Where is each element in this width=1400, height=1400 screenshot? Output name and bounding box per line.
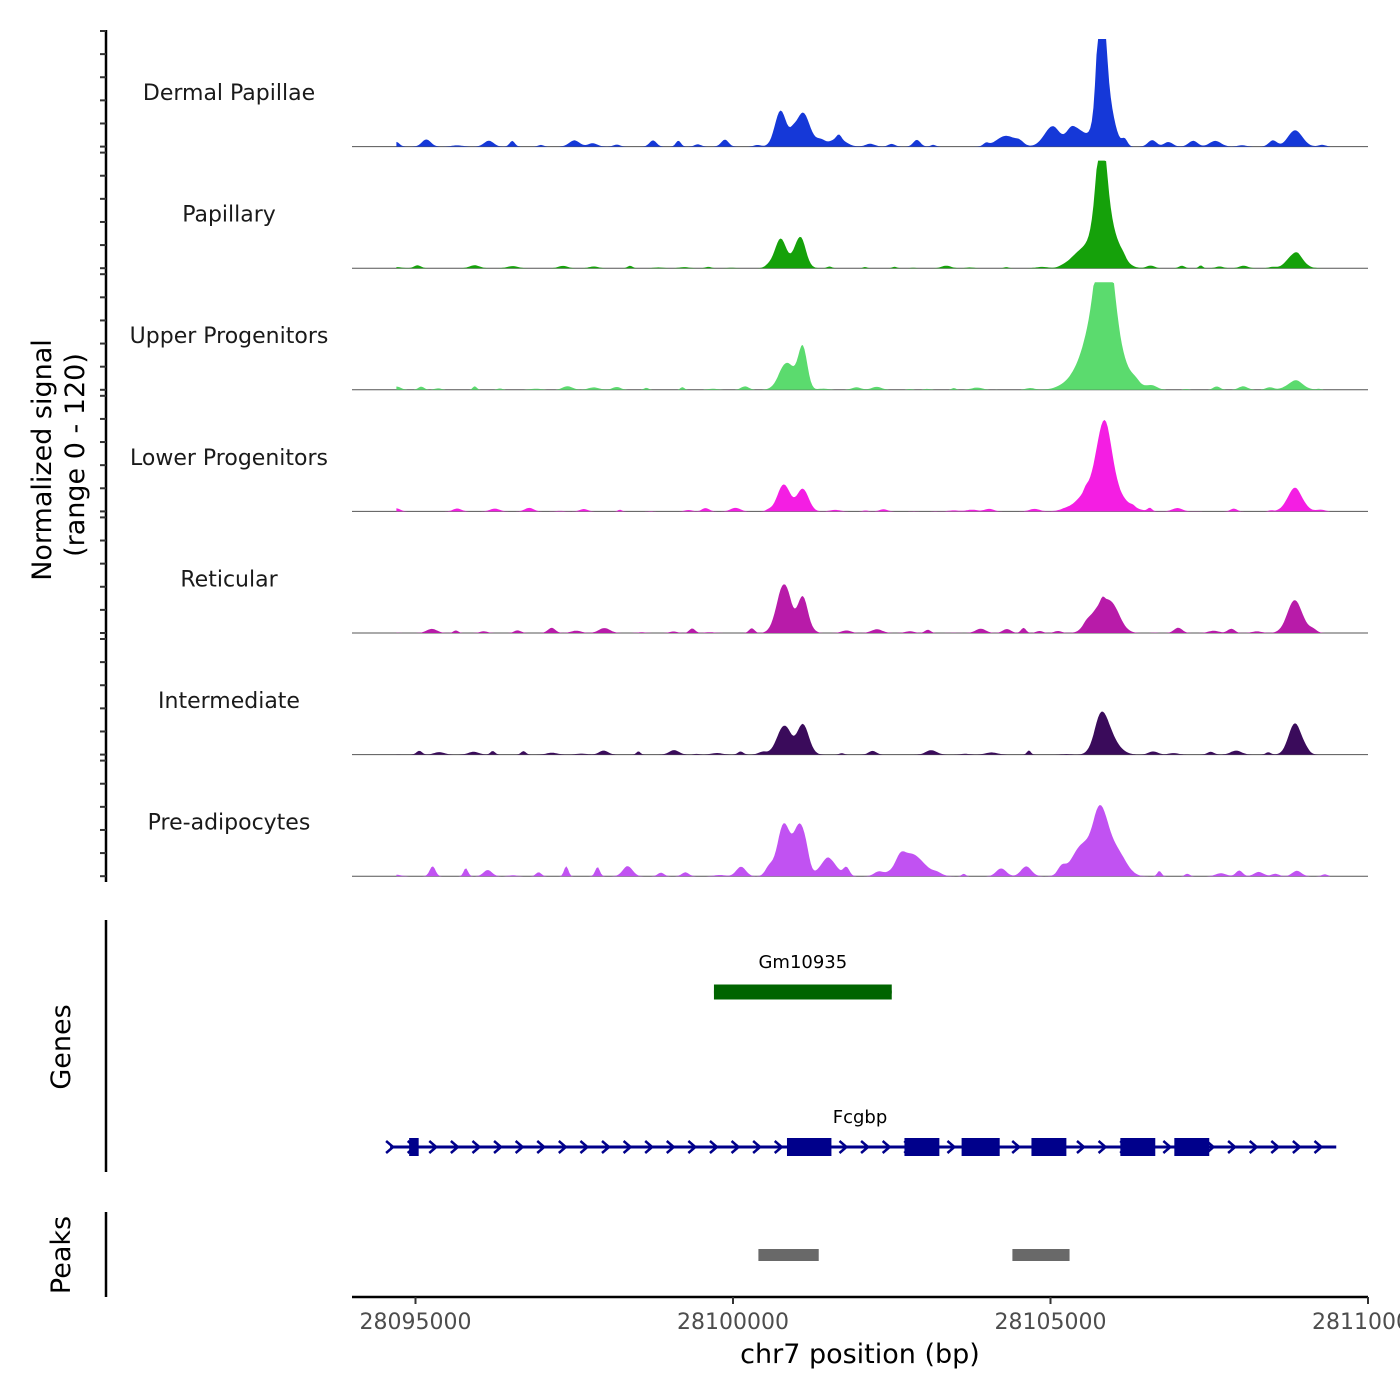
strand-arrow bbox=[1248, 1140, 1259, 1154]
strand-arrow bbox=[428, 1140, 439, 1154]
strand-arrow bbox=[687, 1140, 698, 1154]
strand-arrow bbox=[579, 1140, 590, 1154]
strand-arrow bbox=[1162, 1140, 1173, 1154]
strand-arrow bbox=[1227, 1140, 1238, 1154]
exon bbox=[1120, 1138, 1156, 1156]
strand-arrow bbox=[536, 1140, 547, 1154]
track-label: Papillary bbox=[182, 203, 276, 228]
x-tick-label: 28105000 bbox=[995, 1310, 1107, 1335]
strand-arrow bbox=[1011, 1140, 1022, 1154]
y-axis-title-line2: (range 0 - 120) bbox=[60, 353, 91, 557]
signal-area bbox=[396, 282, 1330, 390]
x-axis-ticks: 28095000 28100000 28105000 28110000 bbox=[360, 1297, 1400, 1335]
strand-arrow bbox=[881, 1140, 892, 1154]
signal-tracks: Dermal Papillae Papillary Upper Progenitor… bbox=[130, 39, 1368, 877]
strand-arrow bbox=[601, 1140, 611, 1154]
strand-arrow bbox=[558, 1140, 568, 1154]
strand-arrow bbox=[709, 1140, 719, 1154]
track-label: Dermal Papillae bbox=[143, 81, 315, 106]
exon bbox=[961, 1138, 1000, 1156]
strand-arrow bbox=[773, 1140, 784, 1154]
signal-area bbox=[396, 160, 1330, 269]
strand-arrow bbox=[1076, 1140, 1086, 1154]
x-tick-label: 28095000 bbox=[360, 1310, 472, 1335]
strand-arrow bbox=[644, 1140, 655, 1154]
peak-regions-track bbox=[758, 1249, 1070, 1261]
signal-area bbox=[396, 584, 1330, 633]
strand-arrow bbox=[450, 1140, 460, 1154]
exon bbox=[1031, 1138, 1067, 1156]
exon bbox=[409, 1138, 419, 1156]
strand-arrow bbox=[665, 1140, 676, 1154]
gene-label: Fcgbp bbox=[833, 1107, 888, 1128]
strand-arrow bbox=[514, 1140, 525, 1154]
exon bbox=[713, 984, 892, 1000]
gene-label: Gm10935 bbox=[758, 952, 847, 973]
strand-arrow bbox=[622, 1140, 633, 1154]
strand-arrow bbox=[1270, 1140, 1281, 1154]
exon bbox=[786, 1138, 832, 1156]
track-label: Intermediate bbox=[158, 689, 300, 714]
track-label: Upper Progenitors bbox=[130, 324, 329, 349]
peaks-axis-title: Peaks bbox=[46, 1216, 77, 1294]
peak-region bbox=[758, 1249, 819, 1261]
strand-arrow bbox=[1313, 1140, 1324, 1154]
strand-arrow bbox=[730, 1140, 741, 1154]
signal-area bbox=[396, 711, 1330, 755]
strand-arrow bbox=[946, 1140, 957, 1154]
strand-arrow bbox=[471, 1140, 482, 1154]
exon bbox=[904, 1138, 940, 1156]
x-tick-label: 28110000 bbox=[1312, 1310, 1400, 1335]
strand-arrow bbox=[1292, 1140, 1302, 1154]
signal-area bbox=[396, 419, 1330, 512]
signal-area bbox=[396, 39, 1330, 147]
strand-arrow bbox=[752, 1140, 763, 1154]
exon bbox=[1174, 1138, 1210, 1156]
strand-arrow bbox=[838, 1140, 849, 1154]
genes-axis-title: Genes bbox=[46, 1004, 77, 1089]
signal-y-axis-ticks bbox=[100, 30, 106, 878]
y-axis-title-line1: Normalized signal bbox=[27, 339, 58, 581]
track-label: Lower Progenitors bbox=[130, 446, 328, 471]
strand-arrow bbox=[385, 1140, 396, 1154]
track-label: Reticular bbox=[180, 567, 278, 592]
strand-arrow bbox=[860, 1140, 871, 1154]
track-label: Pre-adipocytes bbox=[148, 811, 311, 836]
gene-annotation-track: Gm10935 Fcgbp bbox=[385, 952, 1337, 1156]
x-axis-title: chr7 position (bp) bbox=[740, 1339, 980, 1370]
x-tick-label: 28100000 bbox=[677, 1310, 789, 1335]
peak-region bbox=[1012, 1249, 1070, 1261]
strand-arrow bbox=[493, 1140, 503, 1154]
strand-arrow bbox=[1097, 1140, 1108, 1154]
signal-area bbox=[396, 805, 1330, 877]
